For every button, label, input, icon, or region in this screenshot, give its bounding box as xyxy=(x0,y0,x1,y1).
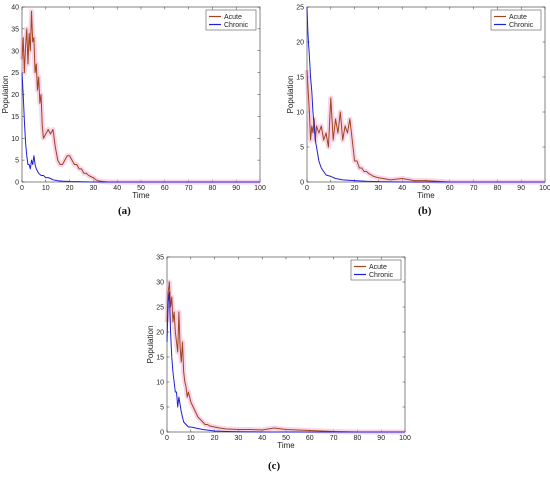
y-tick-label: 35 xyxy=(11,26,19,33)
series-line-acute xyxy=(166,281,405,433)
y-tick-label: 5 xyxy=(15,158,19,165)
y-tick-label: 15 xyxy=(11,114,19,121)
x-tick-label: 40 xyxy=(258,435,266,442)
caption-a: (a) xyxy=(118,205,131,217)
x-tick-label: 20 xyxy=(66,185,74,192)
chart-panel-b: 0 10 20 30 40 50 60 70 80 90 100 0 5 10 15 20 25 Time Popu… xyxy=(285,0,550,201)
x-tick-label: 60 xyxy=(446,185,454,192)
y-tick-label: 10 xyxy=(296,110,304,117)
series-line-acute xyxy=(21,10,260,183)
x-tick-label: 90 xyxy=(377,435,385,442)
y-tick-label: 30 xyxy=(156,280,164,287)
y-tick-label: 30 xyxy=(11,48,19,55)
y-tick-label: 0 xyxy=(15,180,19,187)
caption-b: (b) xyxy=(418,205,432,217)
chart-panel-c: 0 10 20 30 40 50 60 70 80 90 100 0 5 10 15 20 25 30 35 Time… xyxy=(145,250,411,451)
x-axis-label: Time xyxy=(277,441,295,450)
x-tick-label: 40 xyxy=(398,185,406,192)
x-tick-label: 10 xyxy=(327,185,335,192)
x-tick-label: 50 xyxy=(282,435,290,442)
x-tick-label: 70 xyxy=(470,185,478,192)
x-tick-label: 100 xyxy=(399,435,411,442)
x-tick-label: 80 xyxy=(354,435,362,442)
x-tick-label: 80 xyxy=(494,185,502,192)
series-line-chronic xyxy=(306,6,545,183)
x-tick-label: 0 xyxy=(305,185,309,192)
plot-frame xyxy=(166,256,406,433)
y-tick-label: 10 xyxy=(156,380,164,387)
x-tick-label: 50 xyxy=(137,185,145,192)
x-tick-label: 10 xyxy=(187,435,195,442)
x-axis-label: Time xyxy=(417,191,435,200)
y-axis-label: Population xyxy=(146,326,155,364)
y-tick-label: 0 xyxy=(160,430,164,437)
x-tick-label: 10 xyxy=(42,185,50,192)
x-tick-label: 90 xyxy=(232,185,240,192)
x-tick-label: 0 xyxy=(20,185,24,192)
y-tick-label: 5 xyxy=(300,145,304,152)
x-tick-label: 70 xyxy=(185,185,193,192)
y-tick-label: 25 xyxy=(156,305,164,312)
legend-label-acute: Acute xyxy=(224,14,242,21)
x-tick-label: 50 xyxy=(422,185,430,192)
y-tick-label: 20 xyxy=(11,92,19,99)
x-tick-label: 60 xyxy=(306,435,314,442)
y-tick-label: 25 xyxy=(296,5,304,12)
y-tick-label: 40 xyxy=(11,5,19,12)
x-tick-label: 20 xyxy=(211,435,219,442)
y-tick-label: 10 xyxy=(11,136,19,143)
y-axis-label: Population xyxy=(1,76,10,114)
y-tick-label: 15 xyxy=(156,355,164,362)
x-axis-label: Time xyxy=(132,191,150,200)
x-tick-label: 20 xyxy=(351,185,359,192)
y-axis-label: Population xyxy=(286,76,295,114)
legend-label-chronic: Chronic xyxy=(369,272,394,279)
x-tick-label: 30 xyxy=(235,435,243,442)
x-tick-label: 80 xyxy=(209,185,217,192)
plot-frame xyxy=(21,6,261,183)
legend-label-acute: Acute xyxy=(369,264,387,271)
chart-b: 0 10 20 30 40 50 60 70 80 90 100 0 5 10 15 20 25 Time Popu… xyxy=(286,5,550,201)
x-tick-label: 0 xyxy=(165,435,169,442)
chart-a: 0 10 20 30 40 50 60 70 80 90 100 0 5 10 15 20 25 30 35 40 Ti… xyxy=(1,5,266,201)
x-tick-label: 30 xyxy=(375,185,383,192)
y-tick-label: 5 xyxy=(160,405,164,412)
x-tick-label: 90 xyxy=(517,185,525,192)
y-tick-label: 20 xyxy=(296,40,304,47)
plot-frame xyxy=(306,6,546,183)
y-tick-label: 15 xyxy=(296,75,304,82)
y-tick-label: 25 xyxy=(11,70,19,77)
y-tick-label: 20 xyxy=(156,330,164,337)
x-tick-label: 60 xyxy=(161,185,169,192)
x-tick-label: 70 xyxy=(330,435,338,442)
y-tick-label: 0 xyxy=(300,180,304,187)
legend-label-chronic: Chronic xyxy=(509,22,534,29)
legend-label-acute: Acute xyxy=(509,14,527,21)
caption-c: (c) xyxy=(268,460,281,472)
x-tick-label: 40 xyxy=(113,185,121,192)
series-line-chronic xyxy=(21,72,260,183)
y-tick-label: 35 xyxy=(156,255,164,262)
chart-panel-a: 0 10 20 30 40 50 60 70 80 90 100 0 5 10 15 20 25 30 35 40 Ti… xyxy=(0,0,266,201)
series-line-chronic xyxy=(166,291,405,433)
x-tick-label: 30 xyxy=(90,185,98,192)
x-tick-label: 100 xyxy=(254,185,266,192)
legend-label-chronic: Chronic xyxy=(224,22,249,29)
x-tick-label: 100 xyxy=(539,185,550,192)
chart-c: 0 10 20 30 40 50 60 70 80 90 100 0 5 10 15 20 25 30 35 Time… xyxy=(146,255,411,451)
